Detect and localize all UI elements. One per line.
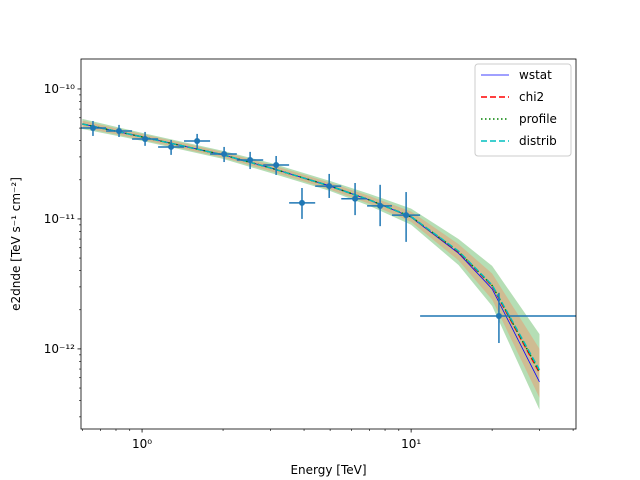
legend-label: profile (519, 112, 557, 126)
flux-point (298, 199, 305, 206)
x-axis-label: Energy [TeV] (290, 463, 366, 477)
legend-label: wstat (519, 68, 552, 82)
axes-frame (80, 58, 577, 430)
flux-point (273, 161, 280, 168)
flux-point (168, 143, 175, 150)
x-tick-label: 10⁰ (132, 437, 152, 451)
y-tick-label: 10⁻¹⁰ (44, 82, 75, 96)
x-tick-label: 10¹ (401, 437, 421, 451)
legend-label: chi2 (519, 90, 544, 104)
flux-point (403, 212, 410, 219)
legend-label: distrib (519, 134, 557, 148)
flux-point (89, 124, 96, 131)
legend: wstat chi2 profile distrib (474, 63, 572, 157)
flux-point (377, 202, 384, 209)
flux-point (247, 157, 254, 164)
y-axis-label: e2dnde [TeV s⁻¹ cm⁻²] (9, 177, 23, 311)
model-line (82, 123, 541, 371)
flux-point (194, 137, 201, 144)
flux-point (142, 136, 149, 143)
plot-area (81, 118, 576, 410)
y-tick-label: 10⁻¹¹ (44, 212, 75, 226)
flux-point (326, 183, 333, 190)
flux-point (221, 150, 228, 157)
flux-point (352, 195, 359, 202)
y-tick-label: 10⁻¹² (44, 342, 75, 356)
legend-box (474, 63, 572, 157)
flux-point (116, 127, 123, 134)
error-band (82, 118, 540, 410)
flux-point (495, 313, 502, 320)
